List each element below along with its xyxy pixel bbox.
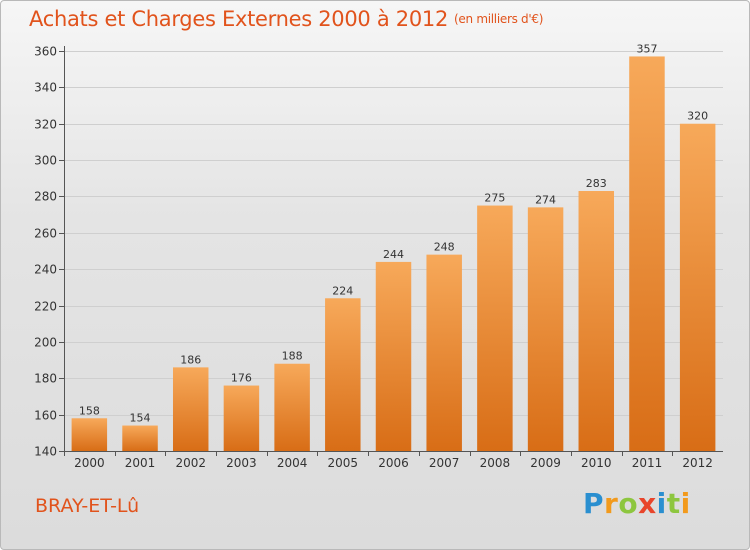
x-tick-label: 2001 (125, 456, 156, 470)
logo-letter: r (604, 487, 619, 520)
y-tick-label: 140 (34, 445, 57, 459)
labels: 158 2000 154 2001 186 2002 176 2003 188 2004 224 20… (74, 42, 713, 470)
axes: 140 160 180 200 220 240 260 280 300 320 340 360 (34, 45, 723, 459)
value-label: 176 (231, 372, 252, 385)
value-label: 274 (535, 193, 556, 206)
proxiti-logo[interactable]: Proxiti (583, 487, 691, 520)
bar-2006 (375, 261, 412, 451)
bar-2002 (172, 367, 209, 451)
value-label: 357 (636, 42, 657, 55)
logo-letter: o (618, 487, 639, 520)
bar-2011 (629, 56, 665, 452)
chart-unit: (en milliers d'€) (454, 12, 544, 26)
y-tick-label: 240 (34, 263, 57, 277)
x-tick-label: 2003 (226, 456, 257, 470)
bar-2010 (578, 191, 615, 451)
bar-2008 (477, 205, 513, 451)
y-tick-label: 160 (34, 409, 57, 423)
logo-letter: P (583, 487, 605, 520)
x-tick-label: 2011 (632, 456, 663, 470)
logo-letter: t (666, 487, 681, 520)
bar-2004 (274, 363, 310, 451)
value-label: 154 (130, 412, 151, 425)
x-tick-label: 2009 (530, 456, 561, 470)
y-tick-label: 320 (34, 118, 57, 132)
value-label: 158 (79, 404, 100, 417)
x-tick-label: 2008 (480, 456, 511, 470)
bar-2012 (679, 123, 716, 452)
value-label: 320 (687, 110, 708, 123)
y-tick-label: 260 (34, 227, 57, 241)
value-label: 186 (180, 353, 201, 366)
x-tick-label: 2010 (581, 456, 612, 470)
logo-letter: x (638, 487, 657, 520)
chart-title-text: Achats et Charges Externes 2000 à 2012 (29, 7, 449, 31)
x-tick-label: 2004 (277, 456, 308, 470)
x-tick-label: 2006 (378, 456, 409, 470)
value-label: 188 (282, 350, 303, 363)
logo-letter: i (656, 487, 667, 520)
y-tick-label: 200 (34, 336, 57, 350)
value-label: 248 (434, 241, 455, 254)
value-label: 283 (586, 177, 607, 190)
bar-2000 (71, 418, 108, 451)
logo-letter: i (680, 487, 691, 520)
bars (71, 56, 716, 452)
bar-2001 (122, 425, 158, 451)
place-name: BRAY-ET-Lû (35, 495, 140, 517)
y-tick-label: 280 (34, 190, 57, 204)
x-tick-label: 2002 (175, 456, 206, 470)
bar-2007 (426, 254, 462, 451)
value-label: 224 (332, 284, 353, 297)
y-tick-label: 360 (34, 45, 57, 59)
y-tick-label: 300 (34, 154, 57, 168)
bar-2005 (325, 298, 361, 451)
bar-2003 (223, 385, 260, 451)
x-tick-label: 2005 (328, 456, 359, 470)
value-label: 275 (484, 192, 505, 205)
chart-title: Achats et Charges Externes 2000 à 2012 (e… (29, 7, 543, 31)
y-tick-label: 220 (34, 300, 57, 314)
x-tick-label: 2012 (682, 456, 713, 470)
x-tick-label: 2000 (74, 456, 105, 470)
value-label: 244 (383, 248, 404, 261)
bar-2009 (527, 207, 564, 451)
x-tick-label: 2007 (429, 456, 460, 470)
y-tick-label: 340 (34, 81, 57, 95)
y-tick-label: 180 (34, 372, 57, 386)
